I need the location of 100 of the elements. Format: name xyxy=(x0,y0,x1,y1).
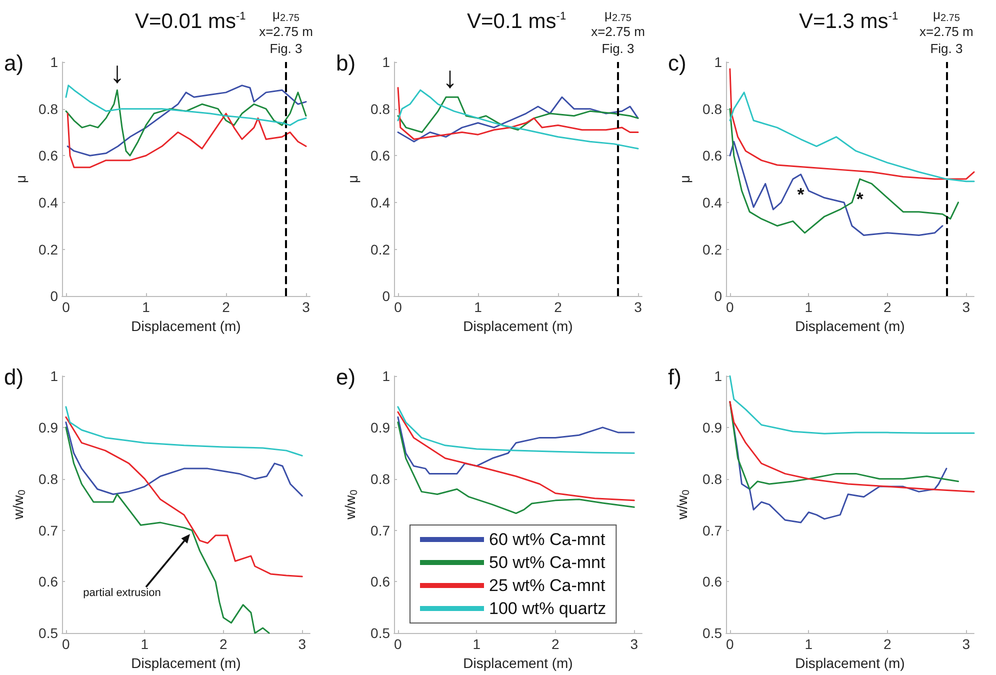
x-tick-label: 3 xyxy=(298,636,306,652)
x-tick-label: 2 xyxy=(884,299,892,316)
text: f) xyxy=(668,364,682,390)
y-tick-label: 0.5 xyxy=(38,625,58,642)
line-series xyxy=(65,406,303,456)
y-axis-title: μ xyxy=(12,175,29,184)
x-tick-label: 1 xyxy=(140,636,149,652)
annotation: partial extrusion xyxy=(83,587,161,599)
y-tick-label: 1 xyxy=(50,368,58,384)
y-tick-label: 0.2 xyxy=(702,241,722,258)
y-axis-title: μ xyxy=(344,175,361,184)
y-tick-label: 0.5 xyxy=(702,625,722,642)
x-tick-label: 0 xyxy=(394,636,402,652)
x-tick-label: 0 xyxy=(394,299,402,316)
line-series xyxy=(65,422,303,497)
x-tick-label: 1 xyxy=(804,636,813,652)
x-tick-label: 2 xyxy=(554,299,562,316)
y-tick-label: 0.2 xyxy=(38,241,58,258)
y-tick-label: 0.6 xyxy=(38,148,58,164)
annotation: * xyxy=(797,184,804,204)
x-tick-label: 3 xyxy=(962,299,970,316)
line-series xyxy=(397,87,639,140)
y-tick-label: 0.8 xyxy=(38,470,58,487)
y-axis-title: μ xyxy=(676,175,693,184)
x-axis-title: Displacement (m) xyxy=(795,655,905,671)
x-tick-label: 1 xyxy=(472,636,481,652)
y-axis-title: w/w0 xyxy=(674,489,692,520)
line-series xyxy=(65,84,307,126)
x-tick-label: 1 xyxy=(474,299,482,316)
x-tick-label: 0 xyxy=(62,299,70,316)
line-series xyxy=(729,375,975,434)
y-tick-label: 0.6 xyxy=(702,574,722,590)
y-tick-label: 0.9 xyxy=(370,419,390,436)
y-tick-label: 0.8 xyxy=(38,100,58,117)
y-axis-title: w/w0 xyxy=(10,489,28,520)
line-series xyxy=(397,89,639,150)
line-series xyxy=(397,411,635,502)
x-tick-label: 1 xyxy=(804,299,813,316)
y-tick-label: 0 xyxy=(50,288,58,304)
y-tick-label: 0.4 xyxy=(370,194,390,210)
x-tick-label: 3 xyxy=(630,636,638,652)
x-axis-title: Displacement (m) xyxy=(795,318,905,334)
x-tick-label: 0 xyxy=(62,636,70,652)
y-tick-label: 0.7 xyxy=(38,522,58,538)
y-tick-label: 0 xyxy=(382,288,390,304)
x-tick-label: 0 xyxy=(726,299,734,316)
annotation: ↓ xyxy=(442,61,458,94)
x-tick-label: 3 xyxy=(302,299,310,316)
line-series xyxy=(66,112,307,168)
legend-label: 60 wt% Ca-mnt xyxy=(489,530,606,549)
legend-label: 25 wt% Ca-mnt xyxy=(489,576,606,595)
y-axis-title: w/w0 xyxy=(342,489,360,520)
annotation: ↓ xyxy=(110,56,125,90)
y-tick-label: 0.8 xyxy=(702,470,722,487)
y-tick-label: 1 xyxy=(382,368,390,384)
legend-label: 50 wt% Ca-mnt xyxy=(489,553,606,572)
y-tick-label: 0.8 xyxy=(370,100,390,117)
y-tick-label: 1 xyxy=(50,54,58,70)
x-axis-title: Displacement (m) xyxy=(463,655,573,671)
line-series xyxy=(397,422,635,514)
y-tick-label: 0.4 xyxy=(702,194,722,210)
x-axis-title: Displacement (m) xyxy=(131,318,241,334)
y-tick-label: 1 xyxy=(714,368,722,384)
y-tick-label: 0.9 xyxy=(702,419,722,436)
x-axis-title: Displacement (m) xyxy=(463,318,573,334)
y-tick-label: 0.2 xyxy=(370,241,390,258)
y-tick-label: 0.6 xyxy=(702,148,722,164)
x-tick-label: 2 xyxy=(220,636,228,652)
y-tick-label: 0.8 xyxy=(370,470,390,487)
y-tick-label: 1 xyxy=(382,54,390,70)
y-tick-label: 1 xyxy=(714,54,722,70)
y-tick-label: 0.8 xyxy=(702,100,722,117)
y-tick-label: 0.9 xyxy=(38,419,58,436)
line-series xyxy=(729,140,944,236)
line-series xyxy=(65,416,303,578)
line-series xyxy=(397,406,635,454)
x-axis-title: Displacement (m) xyxy=(131,655,241,671)
y-tick-label: 0.4 xyxy=(38,194,58,210)
line-series xyxy=(729,68,975,180)
line-series xyxy=(65,426,270,634)
x-tick-label: 2 xyxy=(552,636,560,652)
text: a) xyxy=(4,50,24,76)
x-tick-label: 3 xyxy=(962,636,970,652)
y-tick-label: 0.6 xyxy=(370,574,390,590)
legend-label: 100 wt% quartz xyxy=(489,599,606,618)
text: e) xyxy=(336,364,356,390)
text: c) xyxy=(668,50,686,76)
line-series xyxy=(729,92,975,182)
y-tick-label: 0.5 xyxy=(370,625,390,642)
x-tick-label: 2 xyxy=(884,636,892,652)
line-series xyxy=(397,416,635,474)
y-tick-label: 0.6 xyxy=(38,574,58,590)
annotation: * xyxy=(856,189,864,210)
x-tick-label: 1 xyxy=(142,299,150,316)
x-tick-label: 2 xyxy=(222,299,230,316)
y-tick-label: 0.7 xyxy=(702,522,722,538)
x-tick-label: 3 xyxy=(634,299,642,316)
y-tick-label: 0 xyxy=(714,288,722,304)
text: b) xyxy=(336,50,356,76)
y-tick-label: 0.6 xyxy=(370,148,390,164)
